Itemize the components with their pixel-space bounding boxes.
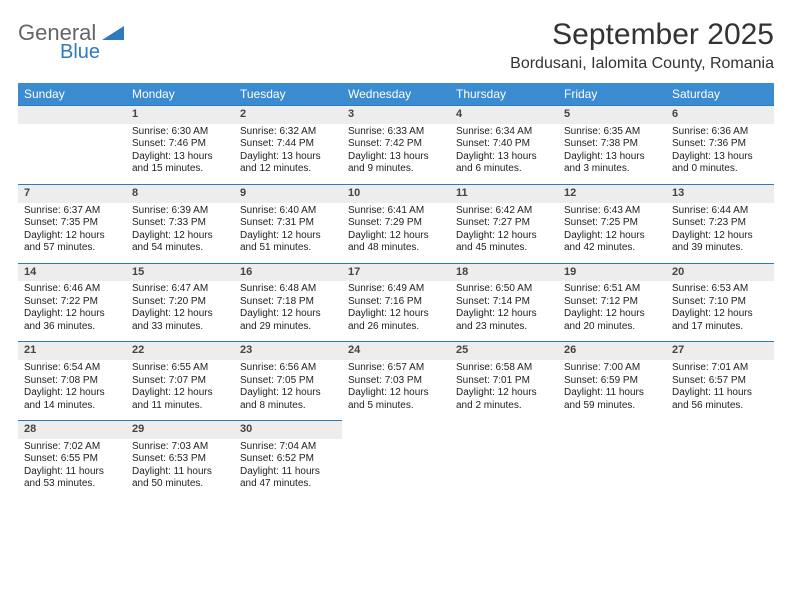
day-number-cell: 19	[558, 263, 666, 281]
day-info-cell: Sunrise: 6:35 AMSunset: 7:38 PMDaylight:…	[558, 124, 666, 185]
day-info-cell: Sunrise: 6:51 AMSunset: 7:12 PMDaylight:…	[558, 281, 666, 342]
weekday-header: Thursday	[450, 83, 558, 106]
day-number-cell: 13	[666, 184, 774, 202]
day-info-cell: Sunrise: 7:01 AMSunset: 6:57 PMDaylight:…	[666, 360, 774, 421]
day-info-cell: Sunrise: 6:55 AMSunset: 7:07 PMDaylight:…	[126, 360, 234, 421]
day-info-cell: Sunrise: 6:57 AMSunset: 7:03 PMDaylight:…	[342, 360, 450, 421]
weekday-header: Tuesday	[234, 83, 342, 106]
day-info-cell: Sunrise: 6:48 AMSunset: 7:18 PMDaylight:…	[234, 281, 342, 342]
daynum-row: 282930	[18, 421, 774, 439]
day-number-cell: 5	[558, 106, 666, 124]
day-number-cell: 12	[558, 184, 666, 202]
daynum-row: 14151617181920	[18, 263, 774, 281]
day-number-cell: 14	[18, 263, 126, 281]
day-number-cell	[666, 421, 774, 439]
info-row: Sunrise: 6:54 AMSunset: 7:08 PMDaylight:…	[18, 360, 774, 421]
calendar-body: 123456Sunrise: 6:30 AMSunset: 7:46 PMDay…	[18, 106, 774, 499]
brand-logo: General Blue	[18, 22, 124, 62]
brand-name-b: Blue	[60, 42, 124, 62]
day-number-cell: 16	[234, 263, 342, 281]
day-info-cell: Sunrise: 6:58 AMSunset: 7:01 PMDaylight:…	[450, 360, 558, 421]
day-number-cell: 20	[666, 263, 774, 281]
weekday-row: SundayMondayTuesdayWednesdayThursdayFrid…	[18, 83, 774, 106]
day-number-cell: 11	[450, 184, 558, 202]
day-info-cell: Sunrise: 6:50 AMSunset: 7:14 PMDaylight:…	[450, 281, 558, 342]
day-number-cell	[558, 421, 666, 439]
day-info-cell: Sunrise: 6:32 AMSunset: 7:44 PMDaylight:…	[234, 124, 342, 185]
day-number-cell: 30	[234, 421, 342, 439]
day-info-cell	[342, 439, 450, 499]
day-info-cell: Sunrise: 6:30 AMSunset: 7:46 PMDaylight:…	[126, 124, 234, 185]
day-number-cell: 18	[450, 263, 558, 281]
page-title: September 2025	[510, 18, 774, 51]
daynum-row: 123456	[18, 106, 774, 124]
title-block: September 2025 Bordusani, Ialomita Count…	[510, 18, 774, 73]
day-info-cell: Sunrise: 6:36 AMSunset: 7:36 PMDaylight:…	[666, 124, 774, 185]
day-info-cell: Sunrise: 6:33 AMSunset: 7:42 PMDaylight:…	[342, 124, 450, 185]
weekday-header: Sunday	[18, 83, 126, 106]
brand-text: General Blue	[18, 22, 124, 62]
day-info-cell: Sunrise: 6:54 AMSunset: 7:08 PMDaylight:…	[18, 360, 126, 421]
info-row: Sunrise: 7:02 AMSunset: 6:55 PMDaylight:…	[18, 439, 774, 499]
day-number-cell: 24	[342, 342, 450, 360]
day-number-cell: 23	[234, 342, 342, 360]
location-text: Bordusani, Ialomita County, Romania	[510, 55, 774, 73]
day-info-cell: Sunrise: 6:49 AMSunset: 7:16 PMDaylight:…	[342, 281, 450, 342]
day-info-cell	[450, 439, 558, 499]
daynum-row: 21222324252627	[18, 342, 774, 360]
day-info-cell	[18, 124, 126, 185]
day-number-cell: 29	[126, 421, 234, 439]
day-number-cell	[450, 421, 558, 439]
day-info-cell	[558, 439, 666, 499]
weekday-header: Friday	[558, 83, 666, 106]
day-number-cell: 8	[126, 184, 234, 202]
day-info-cell: Sunrise: 6:46 AMSunset: 7:22 PMDaylight:…	[18, 281, 126, 342]
day-info-cell: Sunrise: 6:41 AMSunset: 7:29 PMDaylight:…	[342, 203, 450, 264]
daynum-row: 78910111213	[18, 184, 774, 202]
day-info-cell: Sunrise: 6:34 AMSunset: 7:40 PMDaylight:…	[450, 124, 558, 185]
day-number-cell: 26	[558, 342, 666, 360]
day-number-cell: 7	[18, 184, 126, 202]
header: General Blue September 2025 Bordusani, I…	[18, 18, 774, 73]
info-row: Sunrise: 6:37 AMSunset: 7:35 PMDaylight:…	[18, 203, 774, 264]
day-info-cell: Sunrise: 6:42 AMSunset: 7:27 PMDaylight:…	[450, 203, 558, 264]
calendar-table: SundayMondayTuesdayWednesdayThursdayFrid…	[18, 83, 774, 499]
weekday-header: Saturday	[666, 83, 774, 106]
day-info-cell: Sunrise: 6:39 AMSunset: 7:33 PMDaylight:…	[126, 203, 234, 264]
info-row: Sunrise: 6:46 AMSunset: 7:22 PMDaylight:…	[18, 281, 774, 342]
day-info-cell: Sunrise: 6:43 AMSunset: 7:25 PMDaylight:…	[558, 203, 666, 264]
day-number-cell: 28	[18, 421, 126, 439]
day-info-cell: Sunrise: 6:37 AMSunset: 7:35 PMDaylight:…	[18, 203, 126, 264]
day-info-cell: Sunrise: 7:00 AMSunset: 6:59 PMDaylight:…	[558, 360, 666, 421]
weekday-header: Monday	[126, 83, 234, 106]
day-info-cell: Sunrise: 6:44 AMSunset: 7:23 PMDaylight:…	[666, 203, 774, 264]
day-number-cell: 17	[342, 263, 450, 281]
day-info-cell: Sunrise: 6:56 AMSunset: 7:05 PMDaylight:…	[234, 360, 342, 421]
day-info-cell: Sunrise: 6:40 AMSunset: 7:31 PMDaylight:…	[234, 203, 342, 264]
day-number-cell: 6	[666, 106, 774, 124]
day-number-cell: 25	[450, 342, 558, 360]
day-info-cell: Sunrise: 7:02 AMSunset: 6:55 PMDaylight:…	[18, 439, 126, 499]
day-info-cell: Sunrise: 7:03 AMSunset: 6:53 PMDaylight:…	[126, 439, 234, 499]
day-number-cell: 22	[126, 342, 234, 360]
day-number-cell: 9	[234, 184, 342, 202]
triangle-icon	[102, 22, 124, 44]
day-number-cell: 10	[342, 184, 450, 202]
day-number-cell	[18, 106, 126, 124]
day-number-cell: 15	[126, 263, 234, 281]
info-row: Sunrise: 6:30 AMSunset: 7:46 PMDaylight:…	[18, 124, 774, 185]
day-number-cell: 2	[234, 106, 342, 124]
day-number-cell: 1	[126, 106, 234, 124]
day-info-cell: Sunrise: 6:53 AMSunset: 7:10 PMDaylight:…	[666, 281, 774, 342]
day-info-cell: Sunrise: 6:47 AMSunset: 7:20 PMDaylight:…	[126, 281, 234, 342]
day-info-cell	[666, 439, 774, 499]
day-number-cell: 21	[18, 342, 126, 360]
day-number-cell	[342, 421, 450, 439]
day-info-cell: Sunrise: 7:04 AMSunset: 6:52 PMDaylight:…	[234, 439, 342, 499]
day-number-cell: 3	[342, 106, 450, 124]
weekday-header: Wednesday	[342, 83, 450, 106]
day-number-cell: 27	[666, 342, 774, 360]
day-number-cell: 4	[450, 106, 558, 124]
